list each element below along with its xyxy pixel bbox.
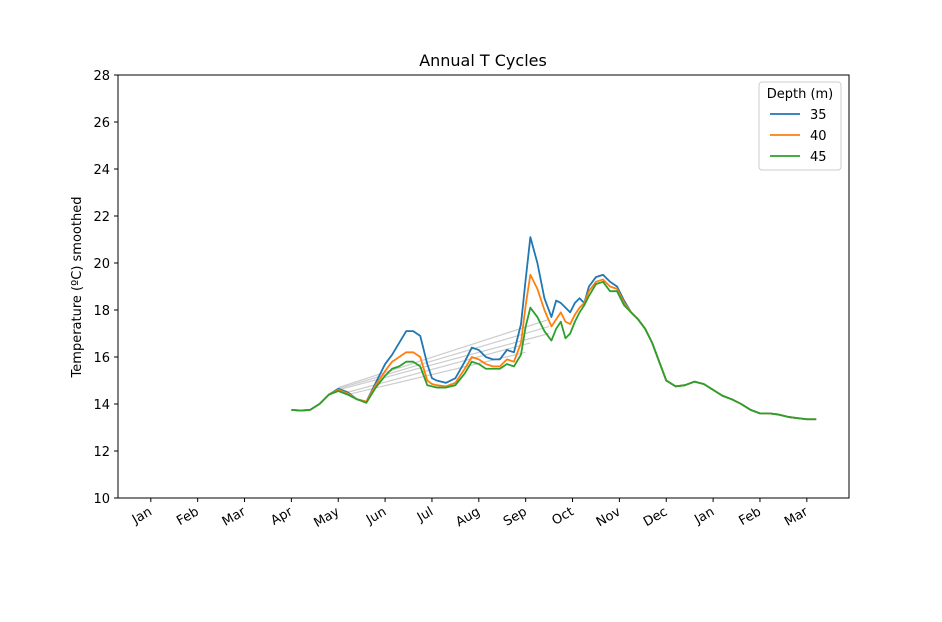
legend-label-45: 45 xyxy=(810,150,827,165)
connector-line xyxy=(338,318,550,389)
series-lines xyxy=(291,236,817,421)
y-tick-label: 12 xyxy=(93,445,110,460)
x-tick-label: Mar xyxy=(220,504,249,530)
x-tick-label: Jul xyxy=(414,504,436,525)
x-tick-label: Feb xyxy=(737,504,764,529)
series-line-45 xyxy=(291,280,817,421)
legend: Depth (m) 35 40 45 xyxy=(758,81,842,171)
x-tick-label: Nov xyxy=(594,504,624,530)
x-tick-label: Jan xyxy=(691,504,717,528)
x-tick-label: Apr xyxy=(268,504,296,529)
y-tick-label: 24 xyxy=(93,163,110,178)
plot-frame xyxy=(117,74,850,499)
x-tick-label: May xyxy=(311,504,342,531)
chart-title: Annual T Cycles xyxy=(419,51,547,70)
legend-label-40: 40 xyxy=(810,129,827,144)
series-line-35 xyxy=(291,236,817,421)
y-tick-label: 16 xyxy=(93,351,110,366)
x-tick-label: Aug xyxy=(453,504,482,530)
legend-title: Depth (m) xyxy=(767,87,834,102)
x-tick-label: Mar xyxy=(782,504,811,530)
x-tick-label: Dec xyxy=(641,504,670,530)
y-tick-label: 10 xyxy=(93,492,110,507)
y-tick-label: 14 xyxy=(93,398,110,413)
y-axis-label: Temperature (ºC) smoothed xyxy=(70,197,85,379)
x-tick-label: Jun xyxy=(363,504,389,528)
legend-label-35: 35 xyxy=(810,108,827,123)
y-tick-label: 20 xyxy=(93,257,110,272)
legend-entries: 35 40 45 xyxy=(770,108,827,165)
axis-ticks: 10 12 14 16 18 20 22 24 26 28 Jan Feb Mar Apr May Jun Ju… xyxy=(93,69,811,531)
x-tick-label: Sep xyxy=(501,504,530,529)
y-tick-label: 22 xyxy=(93,210,110,225)
y-tick-label: 18 xyxy=(93,304,110,319)
connector-lines xyxy=(338,318,550,396)
y-tick-label: 26 xyxy=(93,116,110,131)
connector-line xyxy=(338,325,550,390)
x-tick-label: Feb xyxy=(174,504,201,529)
x-tick-label: Jan xyxy=(129,504,155,528)
x-tick-label: Oct xyxy=(550,504,577,528)
connector-line xyxy=(338,332,550,391)
legend-box xyxy=(758,81,842,171)
y-tick-label: 28 xyxy=(93,69,110,84)
